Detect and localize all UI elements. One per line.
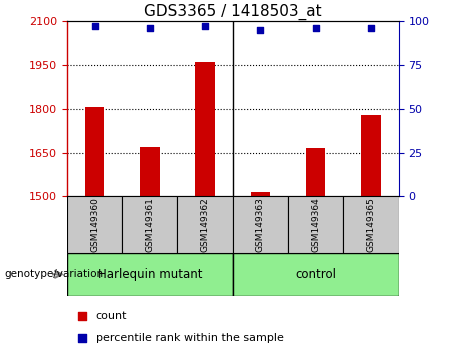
- FancyBboxPatch shape: [288, 196, 343, 253]
- Text: GSM149360: GSM149360: [90, 197, 99, 252]
- Point: [78, 314, 86, 319]
- FancyBboxPatch shape: [233, 196, 288, 253]
- Text: control: control: [296, 268, 336, 281]
- Text: Harlequin mutant: Harlequin mutant: [98, 268, 202, 281]
- Point: [257, 27, 264, 33]
- Bar: [251, 192, 270, 196]
- FancyBboxPatch shape: [233, 253, 399, 296]
- Title: GDS3365 / 1418503_at: GDS3365 / 1418503_at: [144, 4, 322, 20]
- Text: count: count: [95, 311, 127, 321]
- Text: genotype/variation: genotype/variation: [5, 269, 104, 279]
- FancyBboxPatch shape: [67, 253, 233, 296]
- Bar: [85, 107, 104, 196]
- Point: [201, 24, 209, 29]
- FancyBboxPatch shape: [343, 196, 399, 253]
- Bar: [361, 115, 381, 196]
- Text: GSM149361: GSM149361: [145, 197, 154, 252]
- Point: [146, 25, 154, 31]
- Point: [78, 335, 86, 341]
- Text: GSM149363: GSM149363: [256, 197, 265, 252]
- Text: percentile rank within the sample: percentile rank within the sample: [95, 332, 284, 343]
- Bar: [306, 148, 325, 196]
- Point: [312, 25, 319, 31]
- FancyBboxPatch shape: [67, 196, 122, 253]
- Point: [91, 24, 98, 29]
- FancyBboxPatch shape: [177, 196, 233, 253]
- FancyBboxPatch shape: [122, 196, 177, 253]
- Text: GSM149362: GSM149362: [201, 198, 210, 252]
- Bar: [140, 147, 160, 196]
- Text: GSM149365: GSM149365: [366, 197, 376, 252]
- Text: GSM149364: GSM149364: [311, 198, 320, 252]
- Point: [367, 25, 375, 31]
- Bar: [195, 62, 215, 196]
